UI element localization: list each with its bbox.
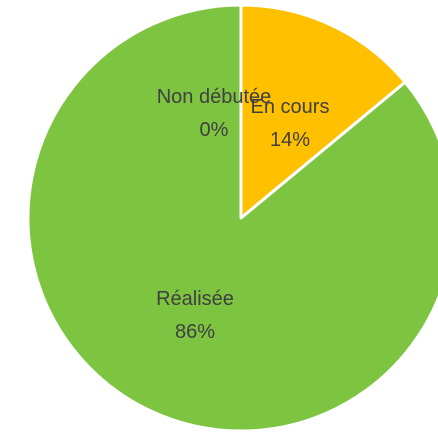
labels-layer: Non débutée 0% En cours 14% Réalisée 86%	[156, 86, 329, 343]
slice-r-alis-e	[26, 3, 438, 433]
slice-r-alis-e-name-label: Réalisée	[156, 288, 234, 310]
slice-en-cours-value-label: 14%	[270, 129, 310, 151]
slice-non-d-but-e-name-label: Non débutée	[157, 86, 272, 108]
slice-en-cours	[239, 3, 407, 220]
slice-non-d-but-e-value-label: 0%	[200, 119, 229, 141]
slices-layer	[26, 3, 438, 433]
slice-en-cours-name-label: En cours	[251, 96, 330, 118]
slice-r-alis-e-value-label: 86%	[175, 321, 215, 343]
